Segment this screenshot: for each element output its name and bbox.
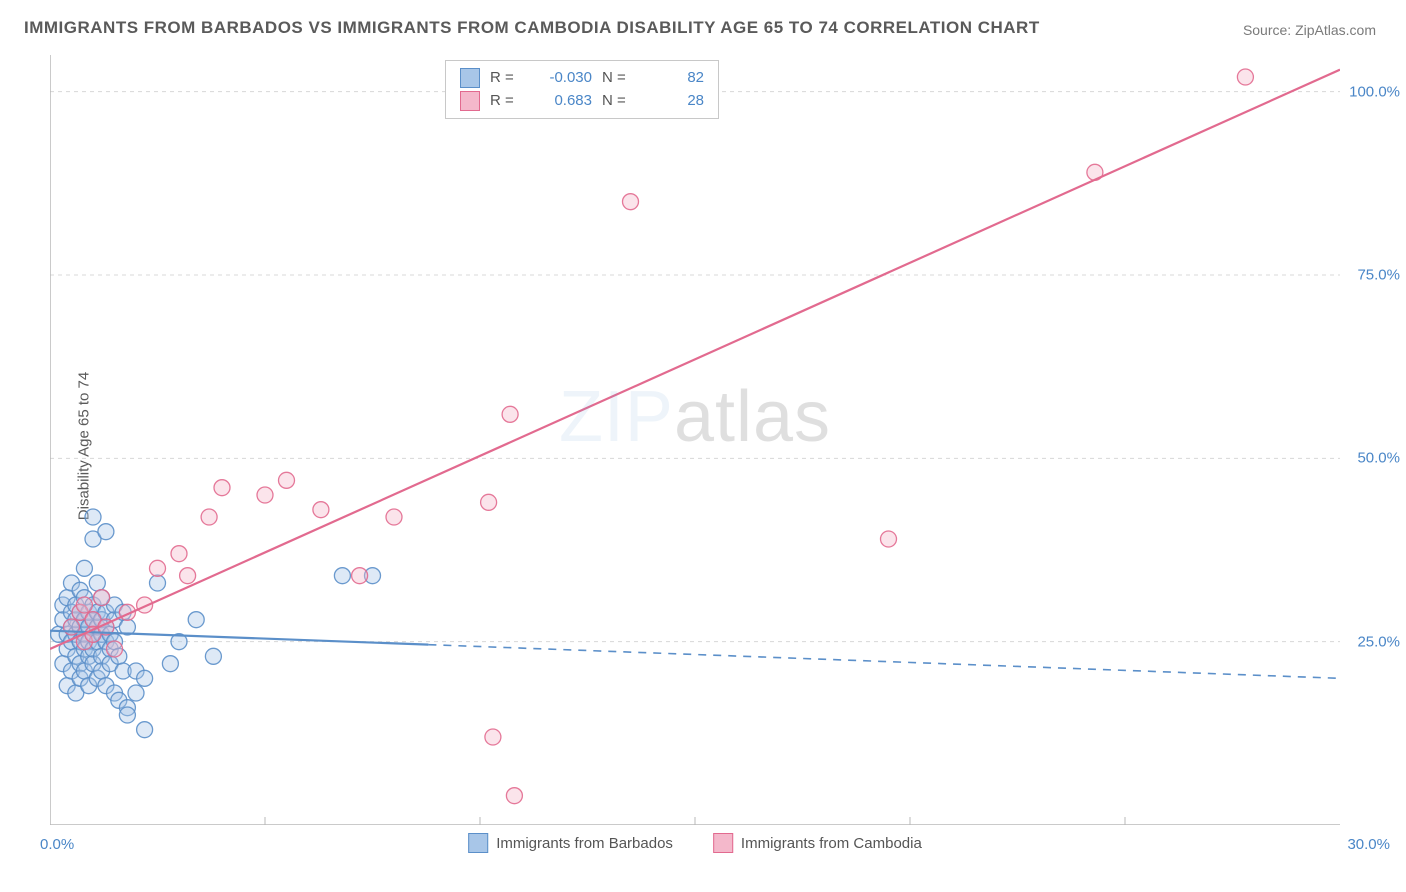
legend-swatch-barbados xyxy=(468,833,488,853)
y-tick-label: 50.0% xyxy=(1357,450,1400,467)
chart-title: IMMIGRANTS FROM BARBADOS VS IMMIGRANTS F… xyxy=(24,18,1040,38)
legend-item-cambodia: Immigrants from Cambodia xyxy=(713,833,922,853)
legend-swatch-cambodia xyxy=(713,833,733,853)
r-label: R = xyxy=(490,67,518,90)
legend-label-barbados: Immigrants from Barbados xyxy=(496,835,673,852)
legend-item-barbados: Immigrants from Barbados xyxy=(468,833,673,853)
n-label: N = xyxy=(602,90,630,113)
n-value-barbados: 82 xyxy=(640,67,704,90)
swatch-cambodia xyxy=(460,91,480,111)
r-value-barbados: -0.030 xyxy=(528,67,592,90)
y-tick-label: 75.0% xyxy=(1357,267,1400,284)
scatter-plot-svg xyxy=(50,55,1340,825)
x-axis-min-label: 0.0% xyxy=(40,836,74,853)
x-axis-max-label: 30.0% xyxy=(1347,836,1390,853)
stats-row-cambodia: R = 0.683 N = 28 xyxy=(460,90,704,113)
source-label: Source: xyxy=(1243,22,1291,38)
r-label: R = xyxy=(490,90,518,113)
stats-legend-box: R = -0.030 N = 82 R = 0.683 N = 28 xyxy=(445,60,719,119)
swatch-barbados xyxy=(460,68,480,88)
chart-area: ZIPatlas R = -0.030 N = 82 R = 0.683 N =… xyxy=(50,55,1340,825)
bottom-legend: Immigrants from Barbados Immigrants from… xyxy=(468,833,922,853)
n-label: N = xyxy=(602,67,630,90)
source-link[interactable]: ZipAtlas.com xyxy=(1295,22,1376,38)
n-value-cambodia: 28 xyxy=(640,90,704,113)
source-attribution: Source: ZipAtlas.com xyxy=(1243,22,1376,38)
stats-row-barbados: R = -0.030 N = 82 xyxy=(460,67,704,90)
y-tick-label: 25.0% xyxy=(1357,633,1400,650)
r-value-cambodia: 0.683 xyxy=(528,90,592,113)
legend-label-cambodia: Immigrants from Cambodia xyxy=(741,835,922,852)
y-tick-label: 100.0% xyxy=(1349,83,1400,100)
